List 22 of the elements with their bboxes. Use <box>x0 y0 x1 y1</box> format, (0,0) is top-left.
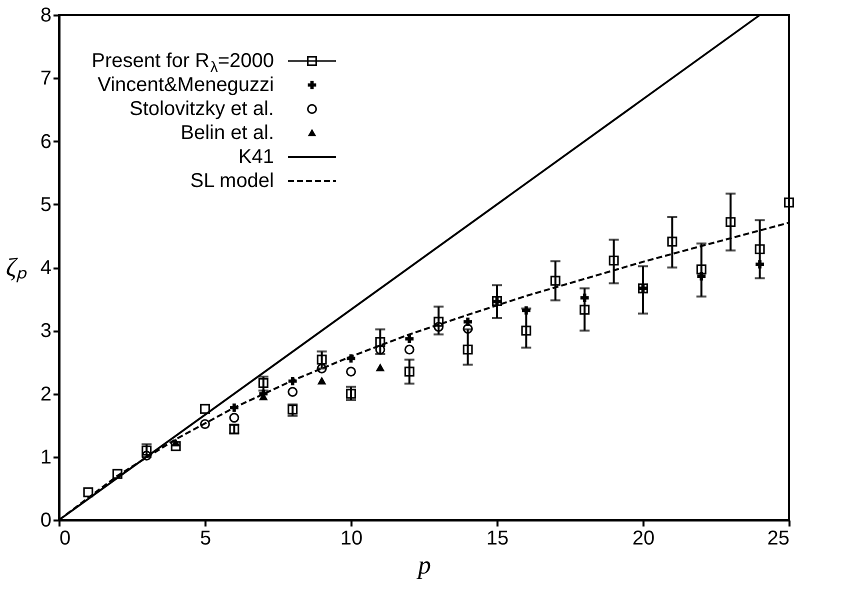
y-tick-label: 7 <box>40 68 52 90</box>
x-tick-label: 15 <box>486 528 509 550</box>
y-tick-label: 0 <box>40 510 52 532</box>
y-tick-label: 6 <box>40 130 52 153</box>
y-tick-label: 4 <box>40 257 52 279</box>
x-tick-label: 10 <box>340 528 363 550</box>
x-tick-label: 20 <box>632 528 655 550</box>
legend-label: Vincent&Meneguzzi <box>98 74 274 96</box>
y-tick-label: 3 <box>40 320 52 342</box>
x-axis-title: p <box>416 550 431 580</box>
legend-label: SL model <box>190 170 274 192</box>
y-axis-title: ζₚ <box>6 253 28 283</box>
legend-label: Stolovitzky et al. <box>129 98 274 120</box>
legend-label: K41 <box>238 146 274 168</box>
y-tick-label: 1 <box>40 446 52 468</box>
legend-label: Belin et al. <box>180 122 274 144</box>
x-tick-label: 0 <box>60 528 71 550</box>
y-tick-label: 8 <box>40 4 52 26</box>
x-tick-label: 5 <box>200 528 212 550</box>
x-tick-label: 25 <box>767 528 790 550</box>
y-tick-label: 2 <box>40 383 52 406</box>
y-tick-label: 5 <box>40 194 52 216</box>
